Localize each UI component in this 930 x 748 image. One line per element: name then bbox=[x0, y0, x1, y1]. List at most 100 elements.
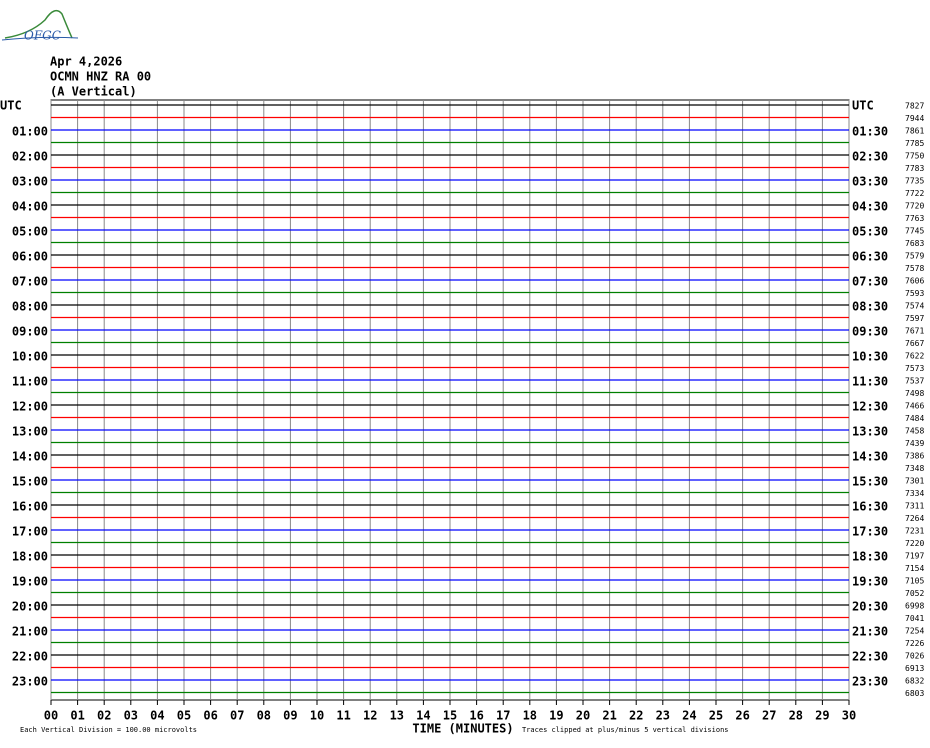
right-time-label: 20:30 bbox=[852, 600, 888, 614]
x-tick-label: 01 bbox=[70, 709, 84, 723]
x-tick-label: 03 bbox=[124, 709, 138, 723]
trace-offset: 7597 bbox=[905, 314, 924, 323]
x-tick-label: 28 bbox=[789, 709, 803, 723]
trace-offset: 6913 bbox=[905, 664, 924, 673]
left-time-label: 05:00 bbox=[12, 225, 48, 239]
x-tick-label: 00 bbox=[44, 709, 58, 723]
trace-offset: 7466 bbox=[905, 402, 924, 411]
trace-offset: 7720 bbox=[905, 202, 924, 211]
left-time-label: 11:00 bbox=[12, 375, 48, 389]
trace-offset: 7052 bbox=[905, 589, 924, 598]
right-time-label: 19:30 bbox=[852, 575, 888, 589]
right-time-label: 23:30 bbox=[852, 675, 888, 689]
trace-offset: 7785 bbox=[905, 139, 924, 148]
x-tick-label: 05 bbox=[177, 709, 191, 723]
right-time-label: 09:30 bbox=[852, 325, 888, 339]
trace-offset: 6832 bbox=[905, 677, 924, 686]
x-axis-label: TIME (MINUTES) bbox=[412, 722, 513, 736]
right-time-label: 21:30 bbox=[852, 625, 888, 639]
left-time-label: 06:00 bbox=[12, 250, 48, 264]
x-tick-label: 18 bbox=[523, 709, 537, 723]
station: OCMN HNZ RA 00 bbox=[50, 70, 151, 84]
x-tick-label: 22 bbox=[629, 709, 643, 723]
trace-offset: 7537 bbox=[905, 377, 924, 386]
x-tick-label: 06 bbox=[203, 709, 217, 723]
trace-offset: 7573 bbox=[905, 364, 924, 373]
left-time-label: 18:00 bbox=[12, 550, 48, 564]
right-time-label: 22:30 bbox=[852, 650, 888, 664]
trace-offset: 7458 bbox=[905, 427, 924, 436]
trace-offset: 7154 bbox=[905, 564, 924, 573]
x-tick-label: 09 bbox=[283, 709, 297, 723]
left-time-label: 02:00 bbox=[12, 150, 48, 164]
x-tick-label: 15 bbox=[443, 709, 457, 723]
right-time-label: 11:30 bbox=[852, 375, 888, 389]
trace-offset: 7498 bbox=[905, 389, 924, 398]
right-time-label: 08:30 bbox=[852, 300, 888, 314]
right-time-label: 15:30 bbox=[852, 475, 888, 489]
trace-offset: 7861 bbox=[905, 127, 924, 136]
trace-offset: 7683 bbox=[905, 239, 924, 248]
x-tick-label: 21 bbox=[602, 709, 616, 723]
logo-curve bbox=[4, 9, 73, 39]
left-time-label: 10:00 bbox=[12, 350, 48, 364]
date: Apr 4,2026 bbox=[50, 55, 122, 69]
trace-offset: 7763 bbox=[905, 214, 924, 223]
trace-offset: 7334 bbox=[905, 489, 924, 498]
right-time-label: 06:30 bbox=[852, 250, 888, 264]
left-time-label: UTC bbox=[0, 99, 22, 113]
right-time-label: 07:30 bbox=[852, 275, 888, 289]
trace-offset: 7622 bbox=[905, 352, 924, 361]
trace-offset: 7041 bbox=[905, 614, 924, 623]
trace-offset: 7231 bbox=[905, 527, 924, 536]
right-time-label: 14:30 bbox=[852, 450, 888, 464]
trace-offset: 7667 bbox=[905, 339, 924, 348]
trace-offset: 7593 bbox=[905, 289, 924, 298]
trace-offset: 7439 bbox=[905, 439, 924, 448]
left-time-label: 04:00 bbox=[12, 200, 48, 214]
logo: OFGC bbox=[1, 9, 79, 43]
left-time-label: 14:00 bbox=[12, 450, 48, 464]
left-time-label: 20:00 bbox=[12, 600, 48, 614]
trace-offset: 7348 bbox=[905, 464, 924, 473]
x-tick-label: 25 bbox=[709, 709, 723, 723]
component: (A Vertical) bbox=[50, 85, 137, 99]
trace-offset: 7226 bbox=[905, 639, 924, 648]
trace-offset: 7783 bbox=[905, 164, 924, 173]
right-time-label: UTC bbox=[852, 99, 874, 113]
logo-underline bbox=[1, 36, 79, 41]
trace-offset: 7264 bbox=[905, 514, 924, 523]
trace-offset: 7105 bbox=[905, 577, 924, 586]
trace-offset: 7944 bbox=[905, 114, 924, 123]
x-tick-label: 12 bbox=[363, 709, 377, 723]
x-tick-label: 13 bbox=[390, 709, 404, 723]
left-time-label: 19:00 bbox=[12, 575, 48, 589]
right-time-label: 04:30 bbox=[852, 200, 888, 214]
left-time-label: 17:00 bbox=[12, 525, 48, 539]
right-time-label: 05:30 bbox=[852, 225, 888, 239]
x-tick-label: 10 bbox=[310, 709, 324, 723]
left-time-label: 13:00 bbox=[12, 425, 48, 439]
trace-offset: 7484 bbox=[905, 414, 924, 423]
trace-offset: 7578 bbox=[905, 264, 924, 273]
x-tick-label: 07 bbox=[230, 709, 244, 723]
left-time-label: 15:00 bbox=[12, 475, 48, 489]
trace-offset: 7026 bbox=[905, 652, 924, 661]
trace-offset: 7197 bbox=[905, 552, 924, 561]
trace-offset: 6803 bbox=[905, 689, 924, 698]
trace-offset: 7254 bbox=[905, 627, 924, 636]
trace-offset: 7827 bbox=[905, 102, 924, 111]
x-tick-label: 30 bbox=[842, 709, 856, 723]
x-tick-label: 08 bbox=[257, 709, 271, 723]
left-time-label: 12:00 bbox=[12, 400, 48, 414]
right-time-label: 03:30 bbox=[852, 175, 888, 189]
x-tick-label: 20 bbox=[576, 709, 590, 723]
left-time-label: 09:00 bbox=[12, 325, 48, 339]
x-tick-label: 27 bbox=[762, 709, 776, 723]
trace-offset: 7750 bbox=[905, 152, 924, 161]
right-time-label: 17:30 bbox=[852, 525, 888, 539]
left-time-label: 23:00 bbox=[12, 675, 48, 689]
left-time-label: 22:00 bbox=[12, 650, 48, 664]
trace-offset: 6998 bbox=[905, 602, 924, 611]
